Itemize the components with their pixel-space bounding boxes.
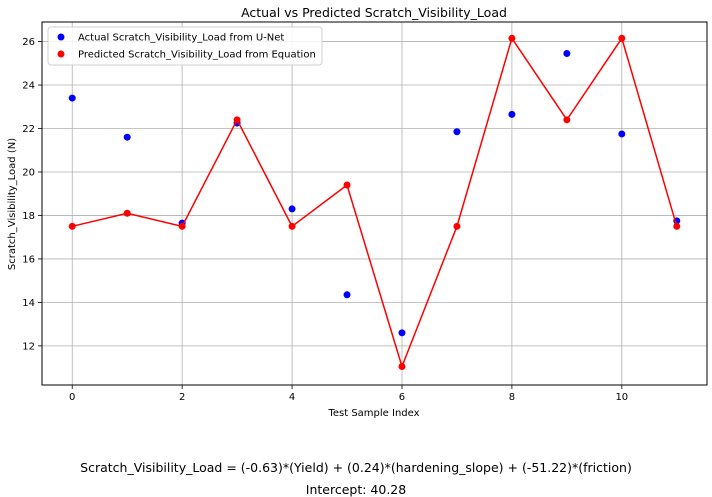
- legend-box: [47, 26, 323, 66]
- chart-title: Actual vs Predicted Scratch_Visibility_L…: [241, 5, 507, 20]
- data-point: [233, 116, 241, 124]
- data-point: [288, 222, 296, 230]
- regression-equation: Scratch_Visibility_Load = (-0.63)*(Yield…: [80, 460, 632, 475]
- legend-entry: Actual Scratch_Visibility_Load from U-Ne…: [78, 33, 284, 44]
- x-tick-label: 4: [289, 392, 295, 403]
- data-point: [563, 50, 571, 58]
- series-predicted: [68, 34, 681, 371]
- y-tick-label: 22: [22, 124, 35, 135]
- data-point: [123, 209, 131, 217]
- x-axis-label: Test Sample Index: [327, 408, 419, 419]
- regression-intercept: Intercept: 40.28: [305, 482, 407, 497]
- legend-marker: [57, 50, 65, 58]
- data-point: [343, 291, 351, 299]
- data-point: [673, 222, 681, 230]
- y-tick-label: 26: [22, 37, 35, 48]
- grid-lines: [42, 22, 707, 385]
- y-tick-label: 12: [22, 341, 35, 352]
- y-axis-label: Scratch_Visibility_Load (N): [7, 138, 18, 270]
- data-point: [123, 133, 131, 141]
- data-series: [68, 34, 681, 371]
- data-point: [508, 34, 516, 42]
- x-tick-label: 10: [615, 392, 628, 403]
- x-tick-label: 6: [399, 392, 405, 403]
- y-tick-label: 20: [22, 167, 35, 178]
- y-axis-ticks: 12 14 16 18 20 22 24 26: [22, 37, 42, 352]
- series-actual: [68, 50, 681, 337]
- data-point: [398, 329, 406, 337]
- data-point: [453, 222, 461, 230]
- y-tick-label: 18: [22, 211, 35, 222]
- x-axis-ticks: 0 2 4 6 8 10: [69, 385, 628, 403]
- data-point: [68, 222, 76, 230]
- legend: Actual Scratch_Visibility_Load from U-Ne…: [47, 26, 323, 66]
- data-point: [398, 363, 406, 371]
- data-point: [618, 34, 626, 42]
- data-point: [178, 222, 186, 230]
- data-point: [563, 116, 571, 124]
- x-tick-label: 8: [509, 392, 515, 403]
- x-tick-label: 0: [69, 392, 75, 403]
- y-tick-label: 24: [22, 81, 35, 92]
- data-point: [68, 94, 76, 102]
- y-tick-label: 16: [22, 254, 35, 265]
- y-tick-label: 14: [22, 298, 35, 309]
- series-line: [72, 36, 678, 369]
- legend-entry: Predicted Scratch_Visibility_Load from E…: [78, 50, 316, 61]
- plot-area-frame: [41, 21, 708, 386]
- x-tick-label: 2: [179, 392, 185, 403]
- data-point: [343, 181, 351, 189]
- legend-marker: [57, 33, 65, 41]
- data-point: [508, 110, 516, 118]
- data-point: [618, 130, 626, 138]
- data-point: [288, 205, 296, 213]
- data-point: [453, 128, 461, 136]
